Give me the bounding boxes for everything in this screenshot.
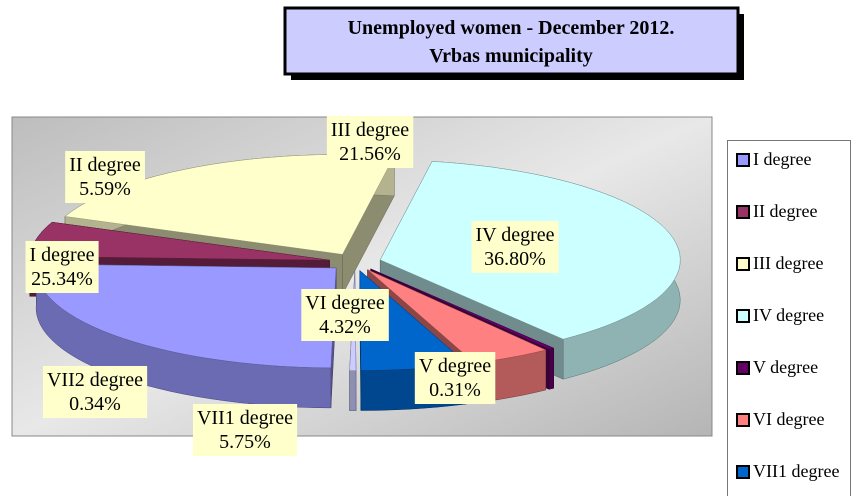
data-label-value: 5.59% bbox=[79, 178, 131, 200]
data-label-name: IV degree bbox=[475, 224, 554, 246]
legend-label: III degree bbox=[753, 253, 824, 273]
data-label-value: 21.56% bbox=[339, 143, 401, 165]
data-label-name: I degree bbox=[30, 244, 95, 266]
data-label-value: 4.32% bbox=[319, 316, 371, 338]
legend-item: VII1 degree bbox=[736, 461, 850, 496]
data-label-box bbox=[471, 221, 559, 273]
legend-label: I degree bbox=[753, 149, 812, 169]
title-box bbox=[283, 6, 740, 76]
legend-item: II degree bbox=[736, 201, 850, 253]
data-label-box bbox=[42, 366, 148, 418]
legend-swatch bbox=[736, 361, 750, 375]
slice-wall bbox=[548, 347, 554, 390]
data-label-value: 25.34% bbox=[31, 268, 93, 290]
data-label-box bbox=[301, 289, 389, 341]
data-label-value: 0.31% bbox=[429, 379, 481, 401]
legend-label: VII1 degree bbox=[753, 461, 840, 481]
chart-title: Vrbas municipality bbox=[429, 45, 593, 67]
legend-swatch bbox=[736, 413, 750, 427]
chart-title: Unemployed women - December 2012. bbox=[348, 17, 675, 39]
data-label-name: V degree bbox=[419, 355, 491, 377]
legend-swatch bbox=[736, 309, 750, 323]
data-label-value: 0.34% bbox=[69, 393, 121, 415]
legend-label: VI degree bbox=[753, 409, 825, 429]
legend-label: II degree bbox=[753, 201, 818, 221]
data-label-name: VII2 degree bbox=[47, 369, 143, 391]
data-label-box bbox=[192, 404, 298, 456]
data-label-box bbox=[414, 352, 496, 404]
legend-item: VI degree bbox=[736, 409, 850, 461]
legend-item: I degree bbox=[736, 149, 850, 201]
data-label-box bbox=[65, 151, 145, 203]
legend-item: V degree bbox=[736, 357, 850, 409]
data-label-box bbox=[326, 116, 414, 168]
data-label-value: 5.75% bbox=[219, 431, 271, 453]
legend-swatch bbox=[736, 465, 750, 479]
legend: I degree II degree III degree IV degree V de… bbox=[727, 140, 851, 496]
slice bbox=[370, 268, 555, 350]
legend-item: III degree bbox=[736, 253, 850, 305]
data-label-name: II degree bbox=[69, 154, 141, 176]
data-label-name: VI degree bbox=[305, 292, 385, 314]
legend-label: V degree bbox=[753, 357, 819, 377]
legend-swatch bbox=[736, 205, 750, 219]
data-label-name: III degree bbox=[331, 119, 409, 141]
data-label-value: 36.80% bbox=[484, 248, 546, 270]
slice-wall bbox=[349, 370, 357, 411]
legend-item: IV degree bbox=[736, 305, 850, 357]
legend-swatch bbox=[736, 153, 750, 167]
legend-swatch bbox=[736, 257, 750, 271]
data-label-box bbox=[25, 241, 99, 293]
legend-label: IV degree bbox=[753, 305, 825, 325]
data-label-name: VII1 degree bbox=[197, 407, 293, 429]
